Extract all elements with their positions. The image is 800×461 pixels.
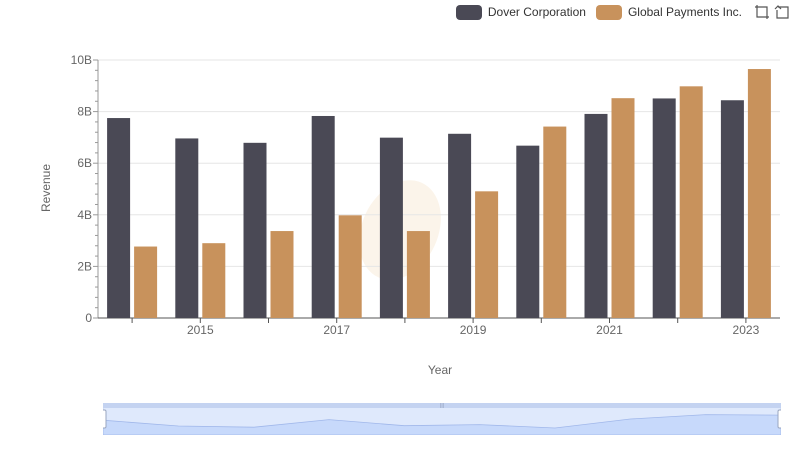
bar-dover-corporation-2017[interactable] [311, 115, 335, 319]
x-axis-title: Year [427, 363, 453, 377]
legend-label-global-payments: Global Payments Inc. [627, 5, 742, 19]
x-tick-label: 2017 [323, 323, 350, 337]
slider-handle-right[interactable] [777, 409, 781, 429]
zoom-reset-icon[interactable] [774, 4, 790, 20]
bar-dover-corporation-2015[interactable] [175, 138, 199, 318]
slider-preview-area [103, 414, 781, 435]
bar-global-payments-inc-2018[interactable] [406, 231, 430, 318]
toolbox [754, 4, 790, 20]
x-tick-label: 2023 [733, 323, 760, 337]
bar-dover-corporation-2016[interactable] [243, 142, 267, 318]
bar-global-payments-inc-2020[interactable] [543, 126, 567, 319]
slider-handle-left[interactable] [103, 409, 107, 429]
bar-global-payments-inc-2022[interactable] [679, 86, 703, 318]
legend-swatch-dover [455, 4, 482, 20]
x-tick-label: 2015 [187, 323, 214, 337]
bar-global-payments-inc-2016[interactable] [270, 231, 294, 318]
grid-lines [98, 59, 780, 267]
slider-grip-icon[interactable]: ||| [440, 403, 444, 409]
bar-dover-corporation-2014[interactable] [107, 118, 131, 318]
bar-global-payments-inc-2019[interactable] [475, 191, 499, 318]
bar-global-payments-inc-2014[interactable] [134, 246, 158, 318]
bar-dover-corporation-2019[interactable] [448, 133, 472, 318]
bar-dover-corporation-2021[interactable] [584, 113, 608, 318]
legend-label-dover: Dover Corporation [487, 5, 586, 19]
x-tick-label: 2019 [460, 323, 487, 337]
y-tick-label: 2B [77, 259, 92, 273]
y-tick-label: 4B [77, 208, 92, 222]
zoom-icon[interactable] [754, 4, 770, 20]
y-axis-title: Revenue [39, 163, 53, 213]
bar-dover-corporation-2020[interactable] [516, 145, 540, 318]
legend-item-dover[interactable]: Dover Corporation [455, 4, 586, 20]
legend-item-global-payments[interactable]: Global Payments Inc. [595, 4, 742, 20]
bar-global-payments-inc-2017[interactable] [338, 215, 362, 318]
x-axis: 2015 2017 2019 2021 2023 [98, 317, 780, 337]
y-tick-label: 10B [71, 53, 92, 67]
bar-dover-corporation-2018[interactable] [379, 137, 403, 318]
y-tick-label: 6B [77, 156, 92, 170]
slider-top-bar[interactable] [103, 403, 781, 408]
bar-global-payments-inc-2021[interactable] [611, 98, 635, 319]
x-tick-label: 2021 [596, 323, 623, 337]
legend-swatch-global-payments [595, 4, 622, 20]
y-tick-label: 8B [77, 105, 92, 119]
y-axis: 0 2B 4B 6B 8B 10B [71, 53, 99, 325]
bars [107, 69, 771, 319]
legend: Dover Corporation Global Payments Inc. [455, 4, 790, 20]
bar-dover-corporation-2023[interactable] [720, 100, 744, 318]
bar-global-payments-inc-2015[interactable] [202, 243, 226, 318]
data-zoom-slider[interactable]: ||| [103, 403, 781, 435]
y-tick-label: 0 [85, 311, 92, 325]
bar-global-payments-inc-2023[interactable] [747, 69, 771, 318]
bar-dover-corporation-2022[interactable] [652, 98, 676, 318]
